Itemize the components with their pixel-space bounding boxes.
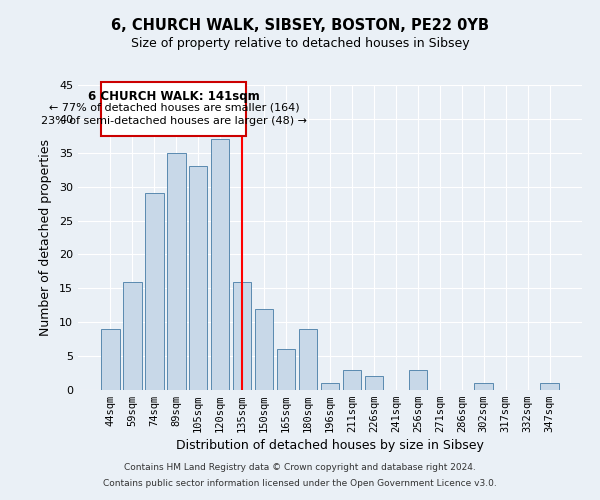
Text: 23% of semi-detached houses are larger (48) →: 23% of semi-detached houses are larger (… (41, 116, 307, 126)
Text: Contains public sector information licensed under the Open Government Licence v3: Contains public sector information licen… (103, 478, 497, 488)
Text: 6, CHURCH WALK, SIBSEY, BOSTON, PE22 0YB: 6, CHURCH WALK, SIBSEY, BOSTON, PE22 0YB (111, 18, 489, 32)
Bar (320, 383, 340, 390)
FancyBboxPatch shape (101, 82, 247, 136)
Bar (475, 383, 493, 390)
Bar (189, 166, 208, 390)
Text: Contains HM Land Registry data © Crown copyright and database right 2024.: Contains HM Land Registry data © Crown c… (124, 464, 476, 472)
Bar (365, 376, 383, 390)
Bar (123, 282, 142, 390)
Text: 6 CHURCH WALK: 141sqm: 6 CHURCH WALK: 141sqm (88, 90, 260, 102)
Bar (233, 282, 251, 390)
Bar (255, 308, 274, 390)
Bar (167, 153, 185, 390)
Y-axis label: Number of detached properties: Number of detached properties (39, 139, 52, 336)
Bar (409, 370, 427, 390)
Bar (541, 383, 559, 390)
Bar (145, 194, 164, 390)
Text: ← 77% of detached houses are smaller (164): ← 77% of detached houses are smaller (16… (49, 102, 299, 113)
Bar (101, 329, 119, 390)
Text: Size of property relative to detached houses in Sibsey: Size of property relative to detached ho… (131, 38, 469, 51)
X-axis label: Distribution of detached houses by size in Sibsey: Distribution of detached houses by size … (176, 440, 484, 452)
Bar (211, 139, 229, 390)
Bar (299, 329, 317, 390)
Bar (277, 350, 295, 390)
Bar (343, 370, 361, 390)
